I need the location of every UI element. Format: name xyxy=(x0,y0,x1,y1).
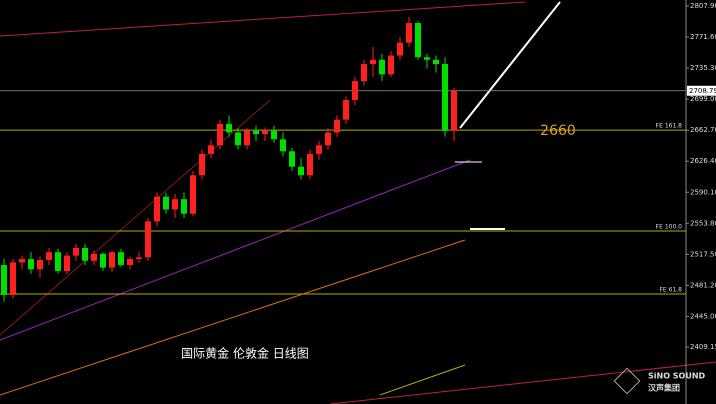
y-tick-label: 2807.90 xyxy=(690,2,716,10)
y-tick-label: 2735.30 xyxy=(690,64,716,72)
candle-body xyxy=(10,262,16,295)
annotation: 2660 xyxy=(540,123,576,139)
candle-body xyxy=(46,252,52,260)
candle-body xyxy=(298,166,304,176)
candle-body xyxy=(190,175,196,214)
brand-cn: 汉声集团 xyxy=(648,383,680,393)
candle-body xyxy=(253,130,259,135)
candle-body xyxy=(343,99,349,120)
candle-body xyxy=(388,55,394,75)
moving-average xyxy=(0,239,466,396)
candle-body xyxy=(91,253,97,261)
candle-body xyxy=(217,123,223,146)
chart-title: 国际黄金 伦敦金 日线图 xyxy=(181,346,309,361)
candle-body xyxy=(433,59,439,65)
candle-body xyxy=(271,130,277,140)
candle-body xyxy=(19,259,25,263)
candle-body xyxy=(226,123,232,133)
candle-body xyxy=(442,64,448,131)
candle-body xyxy=(181,199,187,214)
candle-body xyxy=(118,252,124,266)
last-price-box xyxy=(687,85,716,96)
candle-body xyxy=(397,42,403,56)
candle-body xyxy=(424,57,430,60)
level-label: FE 100.0 xyxy=(656,223,683,230)
y-tick-label: 2445.00 xyxy=(690,312,716,320)
candle-body xyxy=(280,139,286,152)
trend-line xyxy=(329,361,716,404)
candle-body xyxy=(154,196,160,222)
candle-body xyxy=(37,259,43,270)
candle-body xyxy=(109,252,115,268)
level-label: FE 161.8 xyxy=(656,123,683,130)
candle-body xyxy=(127,259,133,266)
y-tick-label: 2590.10 xyxy=(690,188,716,196)
projection-arrow xyxy=(459,1,561,129)
candle-body xyxy=(325,132,331,146)
candle-body xyxy=(1,265,7,295)
candle-body xyxy=(235,132,241,146)
y-tick-label: 2481.20 xyxy=(690,281,716,289)
candle-body xyxy=(289,151,295,167)
candle-body xyxy=(64,255,70,272)
y-tick-label: 2662.70 xyxy=(690,126,716,134)
y-tick-label: 2699.00 xyxy=(690,95,716,103)
candle-body xyxy=(136,257,142,260)
candle-body xyxy=(334,119,340,133)
candle-body xyxy=(172,199,178,210)
candle-body xyxy=(316,145,322,154)
y-tick-label: 2517.50 xyxy=(690,250,716,258)
last-price-label: 2708.79 xyxy=(689,87,716,95)
moving-average xyxy=(379,364,466,396)
candle-body xyxy=(73,247,79,256)
candle-body xyxy=(208,145,214,154)
candle-body xyxy=(415,23,421,58)
candle-body xyxy=(352,81,358,100)
candle-body xyxy=(307,153,313,176)
candle-body xyxy=(370,59,376,65)
y-tick-label: 2626.40 xyxy=(690,157,716,165)
channel-line xyxy=(0,99,271,336)
candle-body xyxy=(163,196,169,210)
level-label: FE 61.8 xyxy=(659,287,682,294)
candle-body xyxy=(199,153,205,176)
logo-icon xyxy=(613,367,641,395)
moving-average xyxy=(0,159,471,341)
candle-body xyxy=(28,259,34,270)
candle-body xyxy=(244,130,250,146)
brand: SiNO SOUND xyxy=(648,372,706,381)
candle-body xyxy=(361,64,367,82)
candle-body xyxy=(55,252,61,272)
y-tick-label: 2409.15 xyxy=(690,343,716,351)
y-tick-label: 2553.80 xyxy=(690,219,716,227)
candle-body xyxy=(451,90,457,131)
candle-body xyxy=(82,247,88,261)
y-tick-label: 2771.60 xyxy=(690,33,716,41)
candle-body xyxy=(145,221,151,258)
candle-body xyxy=(100,253,106,268)
candle-body xyxy=(406,23,412,43)
trend-line xyxy=(0,1,526,37)
candle-body xyxy=(379,59,385,75)
candle-body xyxy=(262,130,268,135)
